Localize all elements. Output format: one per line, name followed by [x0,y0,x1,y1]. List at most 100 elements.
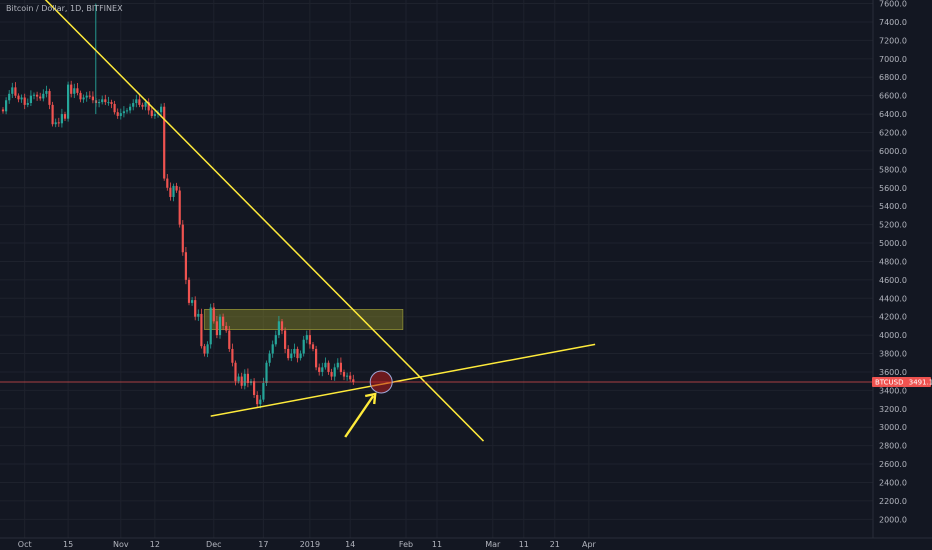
candle-body [29,95,32,104]
y-tick-label: 4400.0 [879,294,907,303]
candle-body [302,339,305,354]
y-tick-label: 2800.0 [879,442,907,451]
last-price-value: 3491.1 [909,379,932,387]
candle-body [327,362,330,372]
x-tick-label: 14 [345,540,355,549]
y-tick-label: 7000.0 [879,55,907,64]
candle-body [203,346,206,354]
candle-body [311,344,315,349]
candle-body [129,106,132,111]
candle-body [318,367,321,372]
y-tick-label: 5600.0 [879,184,907,193]
candle-body [51,104,54,125]
annotations [344,370,393,438]
last-price-label-background [872,377,931,387]
candle-body [277,321,280,336]
arrow-head [364,392,377,405]
candles [1,3,355,409]
y-tick-label: 6200.0 [879,129,907,138]
candle-body [305,335,308,340]
candle-body [184,252,187,280]
time-axis[interactable]: Oct 15 Nov 12 Dec 17 2019 14 Feb 11 Mar 11 21 Apr [18,540,597,549]
candle-body [48,91,51,105]
y-tick-label: 7400.0 [879,18,907,27]
candle-body [113,103,116,113]
candle-body [169,187,172,197]
y-tick-label: 5800.0 [879,165,907,174]
x-tick-label: 11 [519,540,529,549]
candle-body [26,103,29,105]
x-tick-label: Mar [485,540,501,549]
candle-body [321,367,324,372]
x-tick-label: 21 [550,540,560,549]
candle-body [256,394,259,405]
candle-body [23,97,26,105]
candle-body [330,371,333,377]
price-axis[interactable]: 2000.0 2200.0 2400.0 2600.0 2800.0 3000.0 3200… [879,0,907,524]
candle-body [240,376,243,386]
candle-body [296,348,299,359]
candle-body [39,96,42,99]
candle-body [336,362,339,368]
candle-body [70,84,73,94]
y-tick-label: 5400.0 [879,202,907,211]
candle-body [79,92,82,100]
candle-body [98,102,101,104]
candle-body [160,106,163,113]
candle-body [163,106,166,179]
candle-body [8,93,11,101]
candle-body [14,87,17,96]
candle-body [280,321,284,331]
candle-body [116,112,119,116]
y-tick-label: 5200.0 [879,221,907,230]
candle-body [153,114,156,116]
candle-body [333,367,336,377]
candle-body [197,313,200,317]
resistance-zone-layer [204,309,404,330]
candle-body [104,99,107,103]
candle-body [284,330,287,349]
y-tick-label: 3000.0 [879,423,907,432]
y-tick-label: 6400.0 [879,110,907,119]
candle-body [1,109,5,112]
candle-body [73,88,76,94]
x-tick-label: Nov [113,540,129,549]
y-tick-label: 6000.0 [879,147,907,156]
candle-body [67,84,70,119]
candle-body [215,321,218,336]
candle-body [107,102,110,104]
candle-body [45,91,48,94]
highlight-circle [369,370,393,394]
y-tick-label: 3600.0 [879,368,907,377]
candle-body [187,279,191,303]
candle-body [218,316,222,336]
y-tick-label: 2400.0 [879,478,907,487]
candle-body [246,373,249,384]
y-tick-label: 4600.0 [879,276,907,285]
y-tick-label: 5000.0 [879,239,907,248]
candle-body [299,353,302,359]
y-tick-label: 3200.0 [879,405,907,414]
candle-body [85,95,88,98]
candle-body [60,114,63,124]
resistance-zone [204,309,404,330]
candle-body [194,300,197,317]
candle-body [76,88,79,93]
arrow-shaft [344,395,375,438]
x-tick-label: Dec [206,540,221,549]
candle-body [206,344,209,354]
candle-body [231,348,234,363]
candle-body [5,100,8,112]
candle-body [82,97,85,100]
candle-body [181,224,184,253]
x-tick-label: Apr [582,540,597,549]
last-price-label: BTCUSD 3491.1 [872,377,932,387]
y-tick-label: 4800.0 [879,257,907,266]
candle-body [237,376,240,382]
candle-body [147,102,150,111]
candle-body [178,190,181,225]
candle-body [346,375,349,377]
candle-body [122,111,125,114]
